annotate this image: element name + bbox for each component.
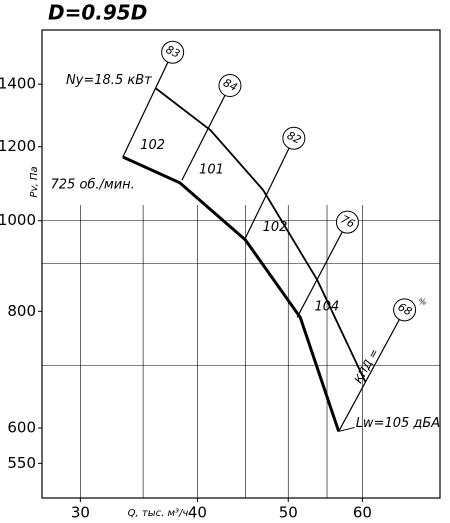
efficiency-marker (218, 74, 242, 98)
efficiency-line (338, 319, 400, 432)
y-tick-label: 1000 (0, 211, 36, 229)
y-tick-label: 1400 (0, 75, 36, 93)
efficiency-value: 76 (338, 213, 356, 231)
leader (338, 426, 355, 432)
y-tick-label: 550 (7, 454, 36, 472)
curve (155, 87, 366, 382)
noise-value: 102 (263, 220, 288, 235)
x-tick-label: 40 (188, 504, 207, 522)
efficiency-value: 83 (164, 43, 182, 61)
noise-label: Lw=105 дБА (356, 416, 441, 431)
noise-value: 104 (315, 300, 340, 315)
efficiency-line (181, 95, 226, 181)
efficiency-value: 68 (396, 300, 415, 318)
efficiency-marker (335, 210, 359, 234)
noise-value: 102 (140, 138, 165, 153)
x-tick-label: 30 (71, 504, 90, 522)
plot-frame (41, 29, 441, 499)
x-tick-label: 60 (353, 504, 372, 522)
efficiency-value: 84 (221, 76, 239, 94)
curve (122, 155, 341, 432)
y-tick-label: 1200 (0, 137, 36, 155)
efficiency-line (244, 147, 290, 239)
y-tick-label: 800 (7, 302, 36, 320)
x-tick-label: 50 (279, 504, 298, 522)
efficiency-marker (393, 298, 417, 322)
x-axis-label: Q, тыс. м³/ч (128, 508, 189, 519)
noise-value: 101 (199, 163, 224, 178)
efficiency-value: 82 (285, 129, 303, 147)
series-label: 725 об./мин. (51, 178, 135, 193)
chart-title: D=0.95D (48, 1, 147, 25)
efficiency-marker (161, 40, 185, 64)
efficiency-unit: % (419, 297, 427, 306)
efficiency-line (122, 61, 169, 158)
y-axis-label: Pv, Па (29, 166, 40, 197)
efficiency-marker (282, 126, 306, 150)
series-label: Ny=18.5 кВт (66, 73, 152, 88)
y-tick-label: 600 (7, 419, 36, 437)
efficiency-line (296, 231, 343, 318)
